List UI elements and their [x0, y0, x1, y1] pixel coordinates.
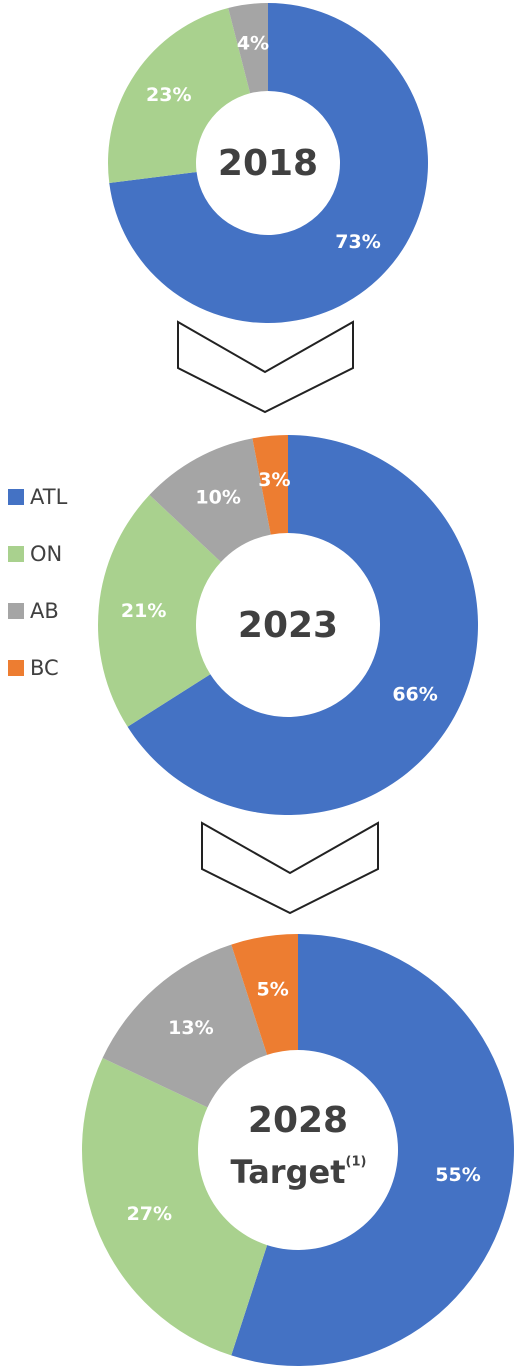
- legend-label: ATL: [30, 485, 68, 509]
- slice-label: 4%: [237, 32, 269, 54]
- donut-slice: [107, 8, 251, 184]
- donut-slice: [231, 934, 298, 1055]
- center-label: 2023: [238, 605, 338, 646]
- slice-label: 5%: [257, 978, 289, 1000]
- donut-slice: [228, 3, 268, 94]
- donut-slice: [231, 934, 515, 1366]
- legend-swatch: [8, 546, 24, 562]
- center-label: 2018: [218, 143, 318, 184]
- donut-slice: [127, 435, 478, 816]
- center-sublabel: Target: [231, 1153, 346, 1191]
- legend-label: BC: [30, 656, 59, 680]
- slice-label: 10%: [195, 486, 240, 508]
- slice-label: 27%: [127, 1203, 172, 1225]
- donut-slice: [252, 435, 288, 535]
- legend-swatch: [8, 489, 24, 505]
- slice-label: 66%: [392, 683, 437, 705]
- chevron-arrow: [177, 320, 354, 414]
- slice-label: 23%: [146, 84, 191, 106]
- legend-swatch: [8, 603, 24, 619]
- slice-label: 55%: [435, 1164, 480, 1186]
- donut-slice: [81, 1058, 268, 1356]
- slice-label: 73%: [335, 231, 380, 253]
- legend-label: AB: [30, 599, 59, 623]
- center-label: 2028: [248, 1100, 348, 1141]
- footnote-marker: (1): [346, 1155, 367, 1170]
- slice-label: 21%: [121, 600, 166, 622]
- chevron-arrow: [201, 821, 379, 915]
- legend-swatch: [8, 660, 24, 676]
- legend-label: ON: [30, 542, 62, 566]
- donut-slice: [149, 438, 271, 563]
- donut-slice: [109, 3, 428, 323]
- slice-label: 3%: [258, 469, 290, 491]
- donut-slice: [97, 494, 221, 727]
- donut-slice: [102, 944, 268, 1108]
- slice-label: 13%: [168, 1017, 213, 1039]
